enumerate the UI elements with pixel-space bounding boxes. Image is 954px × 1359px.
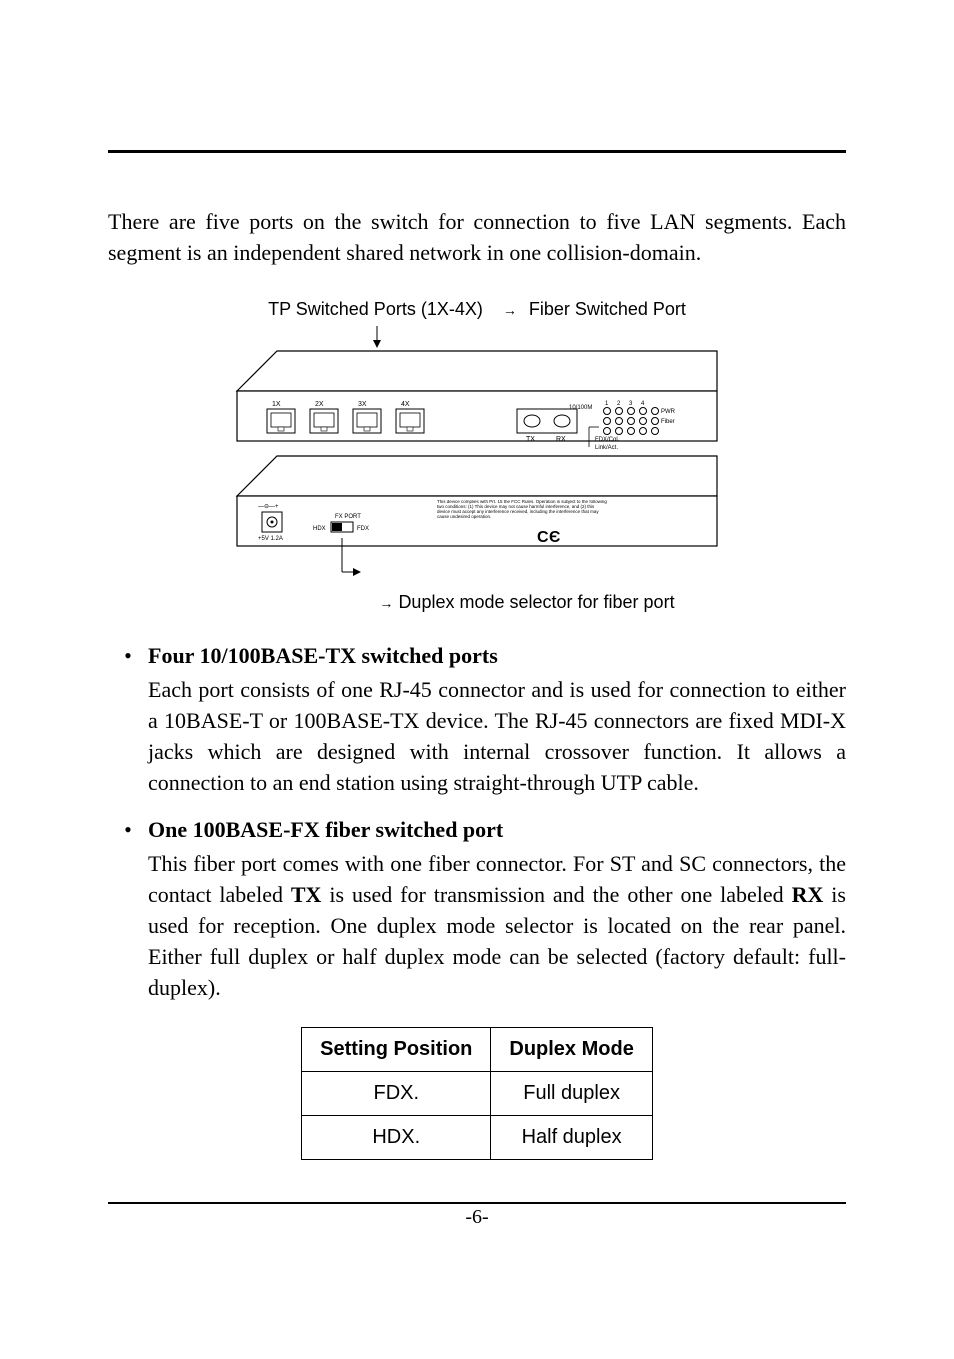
diagram-label-tp: TP Switched Ports (1X-4X): [268, 299, 483, 320]
duplex-mode-table: Setting Position Duplex Mode FDX. Full d…: [301, 1027, 653, 1160]
bullet-title: Four 10/100BASE-TX switched ports: [148, 641, 846, 672]
svg-text:FX PORT: FX PORT: [335, 514, 361, 520]
switch-diagram: TP Switched Ports (1X-4X) Fiber Switched…: [108, 299, 846, 613]
front-panel: 1X 2X 3X 4X: [237, 351, 717, 451]
svg-text:Link/Act.: Link/Act.: [595, 445, 618, 451]
svg-text:HDX: HDX: [313, 526, 326, 532]
svg-text:FDX/Col.: FDX/Col.: [595, 437, 620, 443]
svg-text:4X: 4X: [401, 401, 410, 408]
svg-text:3X: 3X: [358, 401, 367, 408]
svg-text:RX: RX: [556, 436, 566, 443]
svg-text:PWR: PWR: [661, 409, 676, 415]
diagram-caption: → Duplex mode selector for fiber port: [279, 592, 674, 613]
svg-text:FDX: FDX: [357, 526, 369, 532]
bullet-title: One 100BASE-FX fiber switched port: [148, 815, 846, 846]
switch-svg: 1X 2X 3X 4X: [217, 326, 737, 586]
top-rule: [108, 150, 846, 153]
svg-text:+5V 1.2A: +5V 1.2A: [258, 536, 283, 542]
table-header: Setting Position: [302, 1028, 491, 1072]
page-footer: -6-: [108, 1202, 846, 1229]
bullet-dot-icon: •: [108, 641, 148, 809]
bullet-text: Each port consists of one RJ-45 connecto…: [148, 675, 846, 798]
svg-text:2X: 2X: [315, 401, 324, 408]
rear-panel: —⊖—+ +5V 1.2A FX PORT HDX FDX This devic…: [237, 456, 717, 546]
bullet-dot-icon: •: [108, 815, 148, 1014]
svg-text:Fiber: Fiber: [661, 419, 675, 425]
bullet-item: • Four 10/100BASE-TX switched ports Each…: [108, 641, 846, 809]
svg-text:Є: Є: [549, 529, 560, 546]
table-row: HDX. Half duplex: [302, 1116, 653, 1160]
bullet-item: • One 100BASE-FX fiber switched port Thi…: [108, 815, 846, 1014]
table-cell: Full duplex: [491, 1072, 652, 1116]
table-cell: HDX.: [302, 1116, 491, 1160]
intro-paragraph: There are five ports on the switch for c…: [108, 207, 846, 269]
page-number: -6-: [108, 1206, 846, 1229]
table-header: Duplex Mode: [491, 1028, 652, 1072]
bullet-list: • Four 10/100BASE-TX switched ports Each…: [108, 641, 846, 1014]
table-cell: Half duplex: [491, 1116, 652, 1160]
svg-text:—⊖—+: —⊖—+: [258, 504, 279, 510]
svg-text:10/100M: 10/100M: [569, 405, 592, 411]
table-row: FDX. Full duplex: [302, 1072, 653, 1116]
bullet-text: This fiber port comes with one fiber con…: [148, 849, 846, 1003]
diagram-label-fiber: Fiber Switched Port: [529, 299, 686, 320]
table-cell: FDX.: [302, 1072, 491, 1116]
svg-text:C: C: [537, 529, 549, 546]
svg-text:TX: TX: [526, 436, 535, 443]
svg-text:1X: 1X: [272, 401, 281, 408]
arrow-right-icon: [499, 299, 521, 320]
